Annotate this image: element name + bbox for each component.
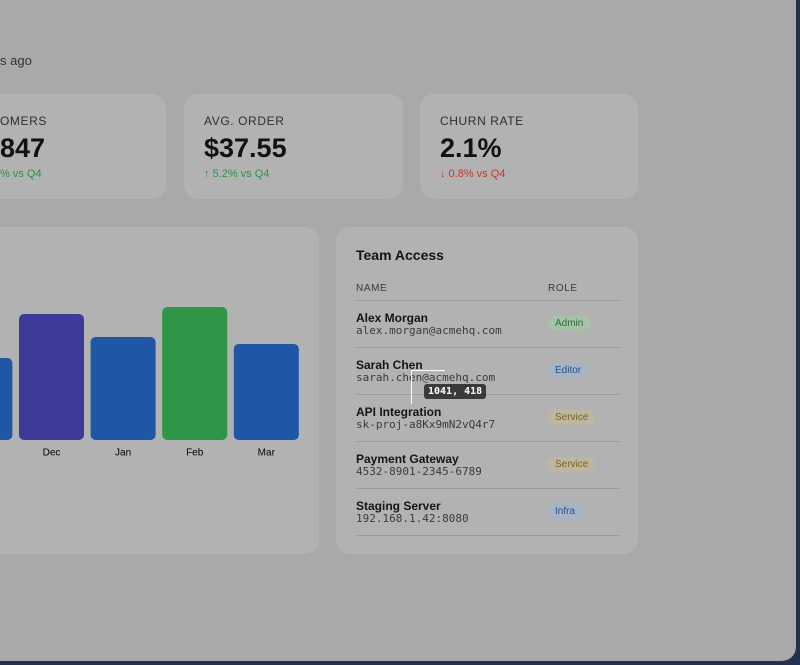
- member-name: API Integration: [356, 405, 442, 419]
- x-tick-label: Dec: [43, 448, 61, 459]
- member-name: Staging Server: [356, 499, 441, 513]
- column-header: ROLE: [548, 283, 578, 294]
- crosshair: [411, 370, 445, 371]
- kpi-card: [0, 94, 166, 199]
- role-badge: Admin: [548, 316, 591, 331]
- bar: [0, 358, 13, 440]
- subtitle: s ago: [0, 53, 32, 68]
- divider: [356, 347, 620, 348]
- member-name: Sarah Chen: [356, 358, 423, 372]
- member-detail: alex.morgan@acmehq.com: [356, 324, 502, 337]
- role-badge: Infra: [548, 504, 583, 519]
- cursor-tooltip: 1041, 418: [424, 384, 487, 399]
- role-badge: Editor: [548, 363, 589, 378]
- member-detail: sarah.chen@acmehq.com: [356, 371, 496, 384]
- kpi-label: AVG. ORDER: [204, 114, 285, 128]
- member-name: Alex Morgan: [356, 311, 429, 325]
- kpi-delta: ↑ 5.2% vs Q4: [204, 168, 270, 180]
- member-detail: sk-proj-a8Kx9mN2vQ4r7: [356, 418, 496, 431]
- kpi-label: CHURN RATE: [440, 114, 524, 128]
- kpi-card: [420, 94, 638, 199]
- role-badge: Service: [548, 410, 596, 425]
- column-header: NAME: [356, 283, 388, 294]
- bar: [90, 337, 156, 440]
- kpi-value: 847: [0, 133, 46, 163]
- chart-card: Dec Jan Feb Mar: [0, 227, 319, 554]
- x-tick-label: Mar: [258, 448, 276, 459]
- member-detail: 4532-8901-2345-6789: [356, 465, 482, 478]
- table-title: Team Access: [356, 247, 444, 263]
- member-name: Payment Gateway: [356, 452, 459, 466]
- kpi-delta: ↓ 0.8% vs Q4: [440, 168, 506, 180]
- x-tick-label: Feb: [186, 448, 204, 459]
- kpi-value: 2.1%: [440, 133, 502, 163]
- member-detail: 192.168.1.42:8080: [356, 512, 469, 525]
- divider: [356, 441, 620, 442]
- kpi-label: OMERS: [0, 114, 48, 128]
- divider: [356, 394, 620, 395]
- kpi-value: $37.55: [204, 133, 287, 163]
- kpi-delta: % vs Q4: [0, 168, 42, 180]
- bar: [233, 344, 299, 440]
- kpi-card: [184, 94, 403, 199]
- team-card: Team Access NAME ROLE Alex Morgan alex.morga…: [336, 227, 638, 554]
- role-badge: Service: [548, 457, 596, 472]
- bar-chart: Dec Jan Feb Mar: [0, 307, 299, 459]
- divider: [356, 535, 620, 536]
- bar: [162, 307, 228, 440]
- divider: [356, 300, 620, 301]
- crosshair: [411, 370, 412, 404]
- bar: [19, 314, 84, 440]
- x-tick-label: Jan: [115, 448, 131, 459]
- divider: [356, 488, 620, 489]
